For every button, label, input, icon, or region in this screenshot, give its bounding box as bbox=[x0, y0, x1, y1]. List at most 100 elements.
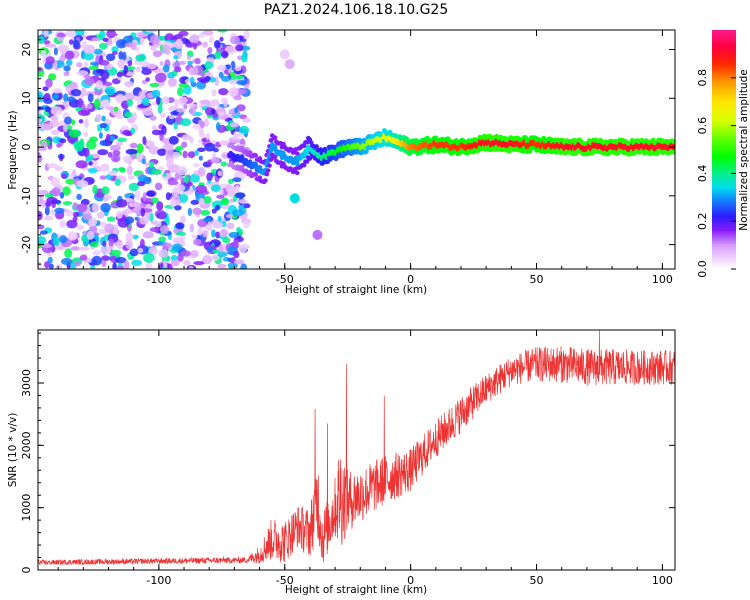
ridge-cell bbox=[253, 172, 259, 177]
noise-blob bbox=[117, 59, 126, 68]
noise-blob bbox=[183, 104, 188, 110]
noise-blob bbox=[173, 55, 179, 60]
noise-blob bbox=[102, 240, 107, 247]
noise-blob bbox=[226, 222, 235, 230]
noise-blob bbox=[105, 53, 116, 62]
noise-blob bbox=[190, 250, 199, 258]
noise-blob bbox=[78, 246, 90, 251]
spectrogram-x-tick-label: 50 bbox=[530, 273, 544, 286]
noise-blob bbox=[67, 231, 78, 241]
noise-blob bbox=[218, 111, 225, 117]
noise-blob bbox=[76, 203, 88, 213]
noise-blob bbox=[64, 30, 77, 37]
noise-blob bbox=[136, 152, 143, 162]
noise-blob bbox=[150, 220, 158, 225]
noise-blob bbox=[59, 220, 66, 228]
noise-blob bbox=[131, 259, 143, 267]
noise-blob bbox=[52, 237, 61, 247]
noise-blob bbox=[70, 246, 81, 251]
noise-blob bbox=[241, 53, 248, 63]
noise-blob bbox=[99, 175, 108, 180]
noise-blob bbox=[129, 142, 138, 149]
ridge-cell bbox=[253, 153, 259, 158]
noise-blob bbox=[211, 184, 221, 192]
noise-blob bbox=[159, 60, 164, 67]
noise-blob bbox=[242, 118, 251, 123]
noise-blob bbox=[221, 204, 230, 210]
noise-blob bbox=[198, 132, 206, 138]
noise-blob bbox=[227, 262, 238, 269]
noise-blob bbox=[158, 212, 166, 220]
noise-blob bbox=[158, 248, 169, 258]
noise-blob bbox=[38, 36, 45, 45]
noise-blob bbox=[143, 252, 155, 263]
noise-blob bbox=[41, 244, 53, 248]
noise-blob bbox=[207, 221, 212, 230]
noise-blob bbox=[68, 39, 74, 45]
spectrogram-x-tick-label: -100 bbox=[146, 273, 171, 286]
ridge-cell bbox=[487, 133, 493, 138]
noise-blob bbox=[210, 100, 220, 107]
noise-blob bbox=[232, 75, 244, 80]
colorbar-tick-label: 0.8 bbox=[696, 69, 709, 87]
noise-blob bbox=[87, 168, 98, 174]
noise-blob bbox=[38, 262, 42, 268]
noise-blob bbox=[116, 39, 127, 49]
noise-blob bbox=[54, 166, 64, 172]
noise-blob bbox=[174, 205, 182, 211]
noise-blob bbox=[52, 94, 59, 100]
noise-blob bbox=[162, 44, 171, 55]
noise-blob bbox=[146, 190, 156, 197]
noise-blob bbox=[187, 207, 193, 216]
noise-blob bbox=[116, 71, 124, 78]
noise-blob bbox=[175, 146, 184, 151]
noise-blob bbox=[115, 199, 128, 208]
noise-blob bbox=[76, 62, 83, 68]
noise-blob bbox=[218, 88, 229, 96]
noise-blob bbox=[188, 103, 199, 108]
noise-blob bbox=[115, 140, 123, 147]
noise-blob bbox=[165, 192, 171, 201]
noise-blob bbox=[217, 170, 223, 177]
noise-blob bbox=[221, 97, 227, 104]
noise-blob bbox=[167, 77, 177, 87]
noise-blob bbox=[99, 140, 107, 146]
ridge-cell bbox=[294, 151, 300, 156]
noise-blob bbox=[124, 208, 132, 214]
ridge-cell bbox=[671, 150, 675, 155]
noise-blob bbox=[117, 137, 127, 142]
noise-blob bbox=[151, 129, 163, 136]
noise-blob bbox=[133, 95, 140, 101]
noise-blob bbox=[110, 144, 121, 152]
noise-blob bbox=[198, 197, 205, 205]
noise-blob bbox=[183, 260, 191, 266]
noise-blob bbox=[102, 99, 111, 108]
noise-blob bbox=[165, 217, 170, 226]
noise-blob bbox=[68, 129, 80, 138]
noise-blob bbox=[71, 119, 76, 126]
noise-blob bbox=[186, 55, 192, 60]
spectrogram-y-tick-label: 0 bbox=[20, 144, 33, 151]
noise-blob bbox=[173, 121, 178, 130]
noise-blob bbox=[162, 96, 170, 105]
noise-blob bbox=[123, 260, 130, 269]
noise-blob bbox=[194, 150, 199, 157]
snr-x-tick-label: 100 bbox=[652, 574, 673, 587]
spectrogram-x-tick-label: 0 bbox=[407, 273, 414, 286]
noise-blob bbox=[122, 129, 132, 136]
snr-x-tick-label: -100 bbox=[146, 574, 171, 587]
noise-blob bbox=[202, 41, 208, 48]
noise-blob bbox=[69, 82, 77, 90]
noise-blob bbox=[113, 106, 119, 112]
noise-blob bbox=[150, 44, 157, 52]
noise-blob bbox=[59, 192, 65, 199]
noise-blob bbox=[111, 46, 119, 53]
noise-blob bbox=[60, 257, 73, 266]
noise-blob bbox=[137, 181, 146, 187]
noise-blob bbox=[199, 99, 211, 105]
noise-blob bbox=[167, 180, 179, 186]
noise-blob bbox=[184, 174, 189, 184]
noise-blob bbox=[197, 226, 203, 236]
noise-blob bbox=[236, 80, 248, 86]
